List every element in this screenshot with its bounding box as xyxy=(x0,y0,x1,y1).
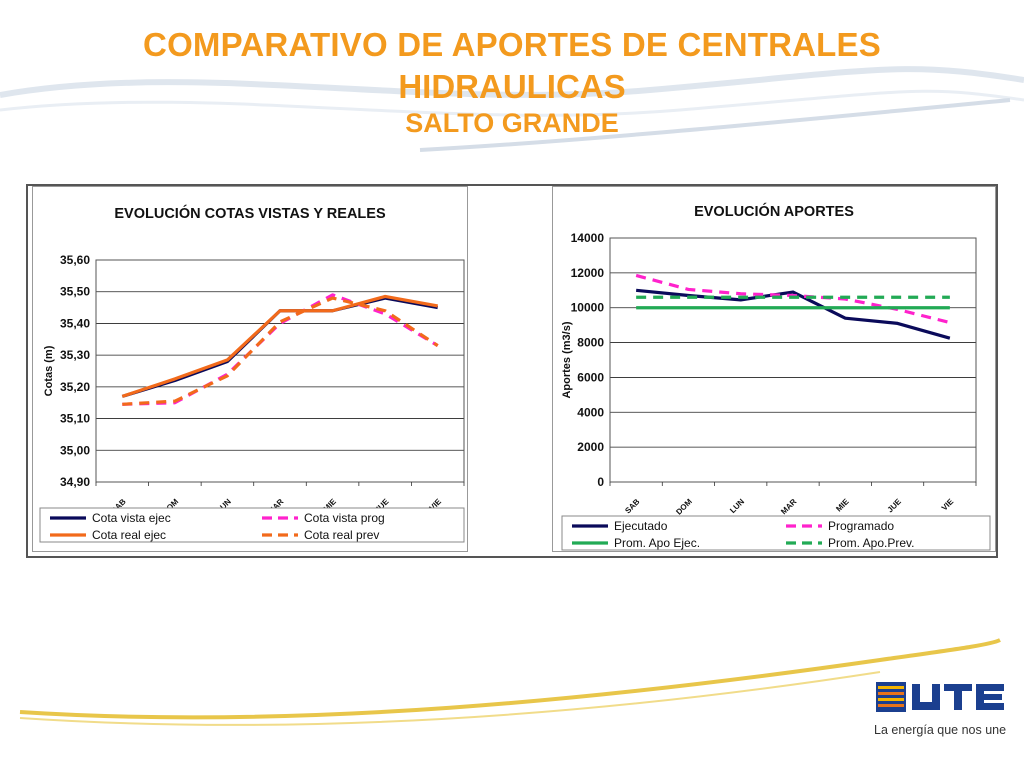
slide-title-line2: HIDRAULICAS xyxy=(398,68,626,105)
y-tick-label: 35,10 xyxy=(60,412,90,426)
legend xyxy=(561,515,991,551)
chart-border xyxy=(32,186,468,552)
y-tick-label: 6000 xyxy=(577,370,604,384)
legend-label-0: Ejecutado xyxy=(614,519,668,533)
legend-label-3: Prom. Apo.Prev. xyxy=(828,536,914,550)
series-line-2 xyxy=(121,294,438,398)
y-axis-label: Aportes (m3/s) xyxy=(561,321,573,398)
charts-frame: EVOLUCIÓN COTAS VISTAS Y REALES 35,60 35,5… xyxy=(26,184,998,558)
y-tick-label: 35,30 xyxy=(60,348,90,362)
y-tick-label: 14000 xyxy=(571,231,605,245)
plot-area xyxy=(95,259,465,483)
legend-label-2: Prom. Apo Ejec. xyxy=(614,536,700,550)
y-axis-label: Cotas (m) xyxy=(43,345,55,396)
legend xyxy=(39,507,465,543)
chart-aportes: EVOLUCIÓN APORTES 14000 12000 10000 8000 6000… xyxy=(552,186,996,552)
legend-label-1: Cota vista prog xyxy=(304,511,385,525)
legend-label-1: Programado xyxy=(828,519,894,533)
legend-label-3: Cota real prev xyxy=(304,528,379,542)
slide-subtitle: SALTO GRANDE xyxy=(405,108,619,138)
chart-title: EVOLUCIÓN APORTES xyxy=(694,202,854,220)
legend-label-2: Cota real ejec xyxy=(92,528,166,542)
slide-title-line1: COMPARATIVO DE APORTES DE CENTRALES xyxy=(143,26,881,63)
y-tick-label: 8000 xyxy=(577,336,604,350)
y-tick-label: 0 xyxy=(597,475,604,489)
chart-border xyxy=(552,186,996,552)
legend-label-0: Cota vista ejec xyxy=(92,511,171,525)
plot-area xyxy=(609,237,977,483)
series-line-0 xyxy=(635,288,951,340)
ute-logo xyxy=(876,682,1004,712)
y-tick-label: 4000 xyxy=(577,405,604,419)
chart-title: EVOLUCIÓN COTAS VISTAS Y REALES xyxy=(114,204,386,222)
y-tick-label: 34,90 xyxy=(60,475,90,489)
y-tick-label: 2000 xyxy=(577,440,604,454)
y-tick-label: 35,00 xyxy=(60,443,90,457)
y-tick-label: 12000 xyxy=(571,266,605,280)
y-tick-label: 10000 xyxy=(571,301,605,315)
series-line-1 xyxy=(635,273,951,325)
y-tick-label: 35,60 xyxy=(60,253,90,267)
y-tick-label: 35,50 xyxy=(60,285,90,299)
logo-tagline: La energía que nos une xyxy=(874,723,1007,737)
y-tick-label: 35,40 xyxy=(60,316,90,330)
series-line-3 xyxy=(122,296,439,406)
y-tick-label: 35,20 xyxy=(60,380,90,394)
chart-cotas: EVOLUCIÓN COTAS VISTAS Y REALES 35,60 35,5… xyxy=(32,186,468,552)
logo-mark-icon xyxy=(876,682,1004,712)
